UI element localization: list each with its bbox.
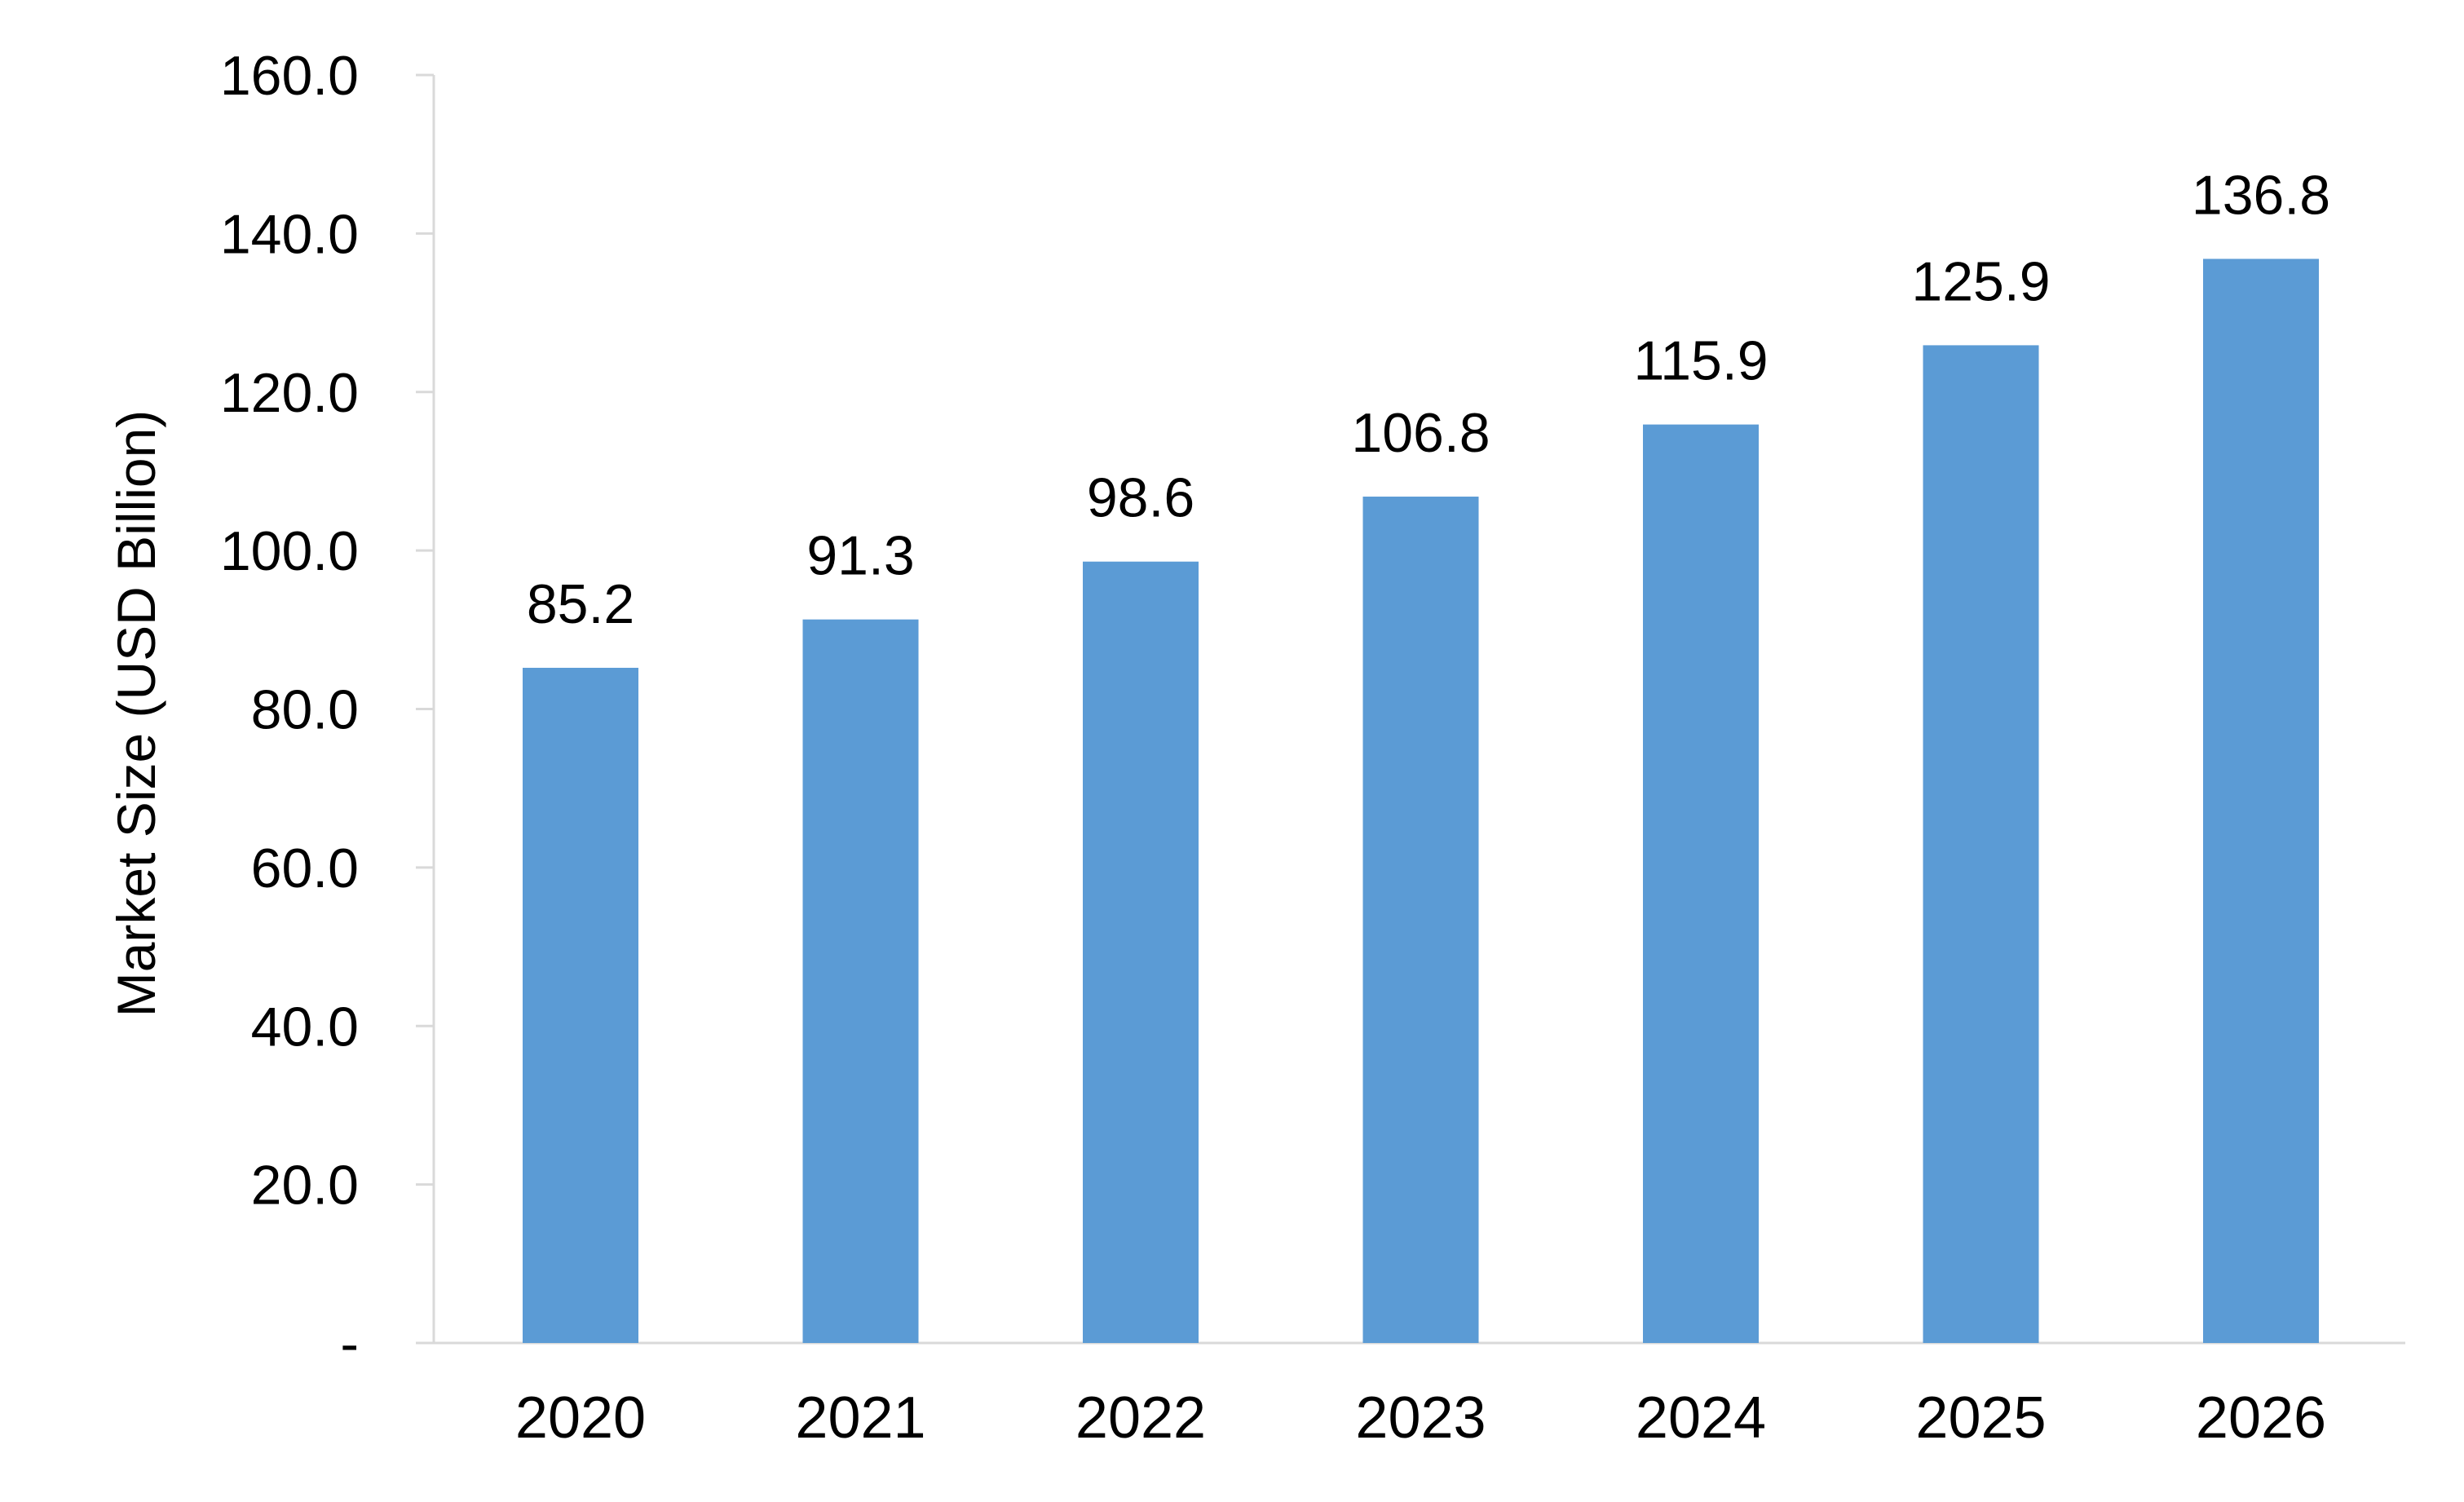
y-axis-title: Market Size (USD Billion) xyxy=(106,410,166,1018)
y-tick-label: 80.0 xyxy=(251,679,359,741)
bar-2025 xyxy=(1923,345,2039,1343)
y-tick-label: 20.0 xyxy=(251,1155,359,1217)
bar-2020 xyxy=(523,667,638,1343)
bar-2026 xyxy=(2203,258,2319,1344)
data-label-2020: 85.2 xyxy=(527,573,634,635)
bars xyxy=(523,258,2319,1344)
data-label-2025: 125.9 xyxy=(1911,250,2050,312)
data-label-2023: 106.8 xyxy=(1351,402,1490,464)
y-tick-label: 60.0 xyxy=(251,837,359,899)
data-label-2022: 98.6 xyxy=(1087,467,1194,529)
x-tick-label-2024: 2024 xyxy=(1636,1385,1766,1451)
x-tick-label-2026: 2026 xyxy=(2196,1385,2326,1451)
y-axis: - 20.0 40.0 60.0 80.0 100.0 120.0 140.0 160.0 xyxy=(220,45,435,1375)
bar-2024 xyxy=(1643,424,1759,1343)
y-tick-label: 160.0 xyxy=(220,45,359,107)
bar-2022 xyxy=(1083,561,1199,1343)
bar-2023 xyxy=(1362,497,1479,1343)
x-tick-label-2025: 2025 xyxy=(1915,1385,2046,1451)
x-tick-label-2021: 2021 xyxy=(795,1385,925,1451)
y-tick-label: 120.0 xyxy=(220,362,359,424)
y-tick-label: 140.0 xyxy=(220,203,359,265)
x-tick-label-2023: 2023 xyxy=(1355,1385,1486,1451)
bar-2021 xyxy=(802,619,919,1343)
data-label-2026: 136.8 xyxy=(2192,164,2330,226)
data-labels: 85.2 91.3 98.6 106.8 115.9 125.9 136.8 xyxy=(527,164,2330,634)
y-tick-label: - xyxy=(340,1313,359,1375)
x-tick-label-2020: 2020 xyxy=(515,1385,646,1451)
x-axis: 2020 2021 2022 2023 2024 2025 2026 xyxy=(416,1341,2405,1451)
data-label-2021: 91.3 xyxy=(806,525,914,587)
x-tick-label-2022: 2022 xyxy=(1075,1385,1206,1451)
y-tick-label: 100.0 xyxy=(220,520,359,582)
y-tick-label: 40.0 xyxy=(251,996,359,1058)
data-label-2024: 115.9 xyxy=(1633,330,1768,392)
